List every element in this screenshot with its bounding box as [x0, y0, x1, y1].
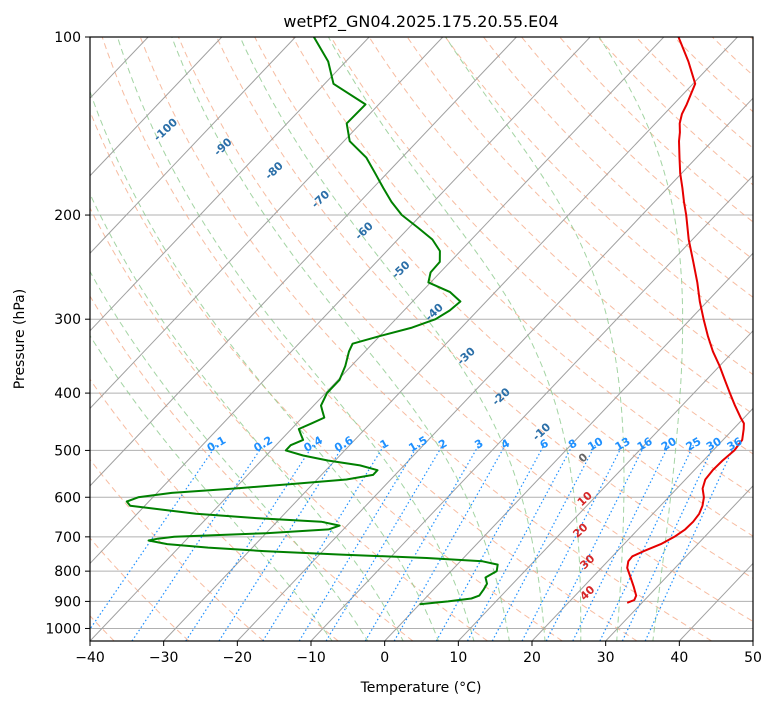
dry-adiabat-line — [216, 37, 753, 579]
y-tick-label: 700 — [54, 530, 81, 546]
mixing-ratio-line — [599, 444, 694, 641]
x-tick-label: −10 — [296, 650, 326, 666]
mixing-ratio-line — [491, 444, 596, 641]
y-tick-label: 300 — [54, 312, 81, 328]
isotherm-line — [384, 252, 753, 641]
chart-title: wetPf2_GN04.2025.175.20.55.E04 — [283, 12, 558, 32]
mixing-ratio-line — [131, 444, 264, 641]
dry-adiabat-line — [139, 37, 712, 641]
isotherm-line — [457, 330, 753, 641]
y-tick-label: 400 — [54, 386, 81, 402]
dry-adiabat-line — [177, 37, 753, 622]
mixing-ratio-line — [572, 444, 670, 641]
y-tick-label: 900 — [54, 594, 81, 610]
isotherm-line — [531, 407, 753, 641]
dry-adiabat-line — [483, 37, 753, 298]
isotherm-line — [605, 485, 753, 641]
moist-adiabat-line — [239, 37, 546, 641]
y-axis-label: Pressure (hPa) — [12, 289, 28, 389]
isotherm-line — [90, 37, 296, 255]
y-tick-label: 500 — [54, 443, 81, 459]
moist-adiabat-line — [90, 270, 369, 641]
mixing-ratio-line — [393, 444, 506, 641]
moist-adiabat-line — [327, 37, 582, 641]
mixing-ratio-line — [521, 444, 623, 641]
isotherm-line — [90, 37, 517, 487]
mixing-ratio-line — [621, 444, 715, 641]
mixing-ratio-line — [466, 444, 574, 641]
y-tick-label: 200 — [54, 208, 81, 224]
moist-adiabat-line — [90, 192, 404, 641]
dry-adiabat-line — [101, 37, 638, 641]
dry-adiabat-line — [90, 206, 488, 641]
x-tick-label: −40 — [75, 650, 105, 666]
y-tick-label: 100 — [54, 30, 81, 46]
dry-adiabat-line — [521, 37, 753, 261]
isotherm-line — [310, 175, 753, 641]
isotherm-line — [90, 37, 223, 177]
x-tick-label: −20 — [223, 650, 253, 666]
x-tick-label: 40 — [670, 650, 688, 666]
mixing-ratio-line — [364, 444, 480, 641]
moist-adiabat-line — [598, 37, 684, 641]
dry-adiabat-line — [90, 295, 414, 641]
x-tick-label: 10 — [449, 650, 467, 666]
dry-adiabat-line — [90, 458, 264, 641]
plot-frame — [89, 36, 754, 642]
x-tick-label: 20 — [523, 650, 541, 666]
x-tick-label: 50 — [744, 650, 762, 666]
moist-adiabat-line — [90, 90, 440, 641]
y-tick-label: 800 — [54, 564, 81, 580]
x-axis-label: Temperature (°C) — [360, 680, 482, 696]
y-tick-label: 600 — [54, 490, 81, 506]
y-tick-label: 1000 — [45, 621, 81, 637]
x-tick-label: −30 — [149, 650, 179, 666]
isotherm-line — [90, 37, 444, 410]
axes: −40 −30 −20 −10 0 10 20 30 40 50 100 200 300 400 500 60… — [45, 30, 762, 666]
dry-adiabat-line — [90, 378, 339, 641]
dry-adiabat-line — [90, 110, 563, 641]
series-lines — [125, 37, 745, 606]
isotherm-line — [90, 37, 370, 332]
temperature-line — [626, 37, 745, 604]
x-tick-label: 30 — [597, 650, 615, 666]
mixing-ratio-line — [545, 444, 646, 641]
mixing-ratio-line — [218, 444, 345, 641]
dry-adiabat-line — [368, 37, 753, 415]
dry-adiabat-line — [406, 37, 753, 376]
background-lines — [90, 37, 753, 641]
dry-adiabat-line — [597, 37, 753, 186]
mixing-ratio-line — [435, 444, 545, 641]
isotherm-line — [90, 37, 665, 641]
dewpoint-line — [125, 37, 499, 606]
mixing-ratio-line — [185, 444, 314, 641]
isotherm-line — [163, 37, 738, 641]
moist-adiabat-line — [90, 334, 333, 641]
moist-adiabat-line — [171, 37, 510, 641]
x-tick-label: 0 — [380, 650, 389, 666]
dry-adiabat-line — [635, 37, 753, 149]
dry-adiabat-line — [292, 37, 753, 496]
isotherm-line — [236, 97, 753, 641]
isotherm-line — [90, 37, 591, 565]
